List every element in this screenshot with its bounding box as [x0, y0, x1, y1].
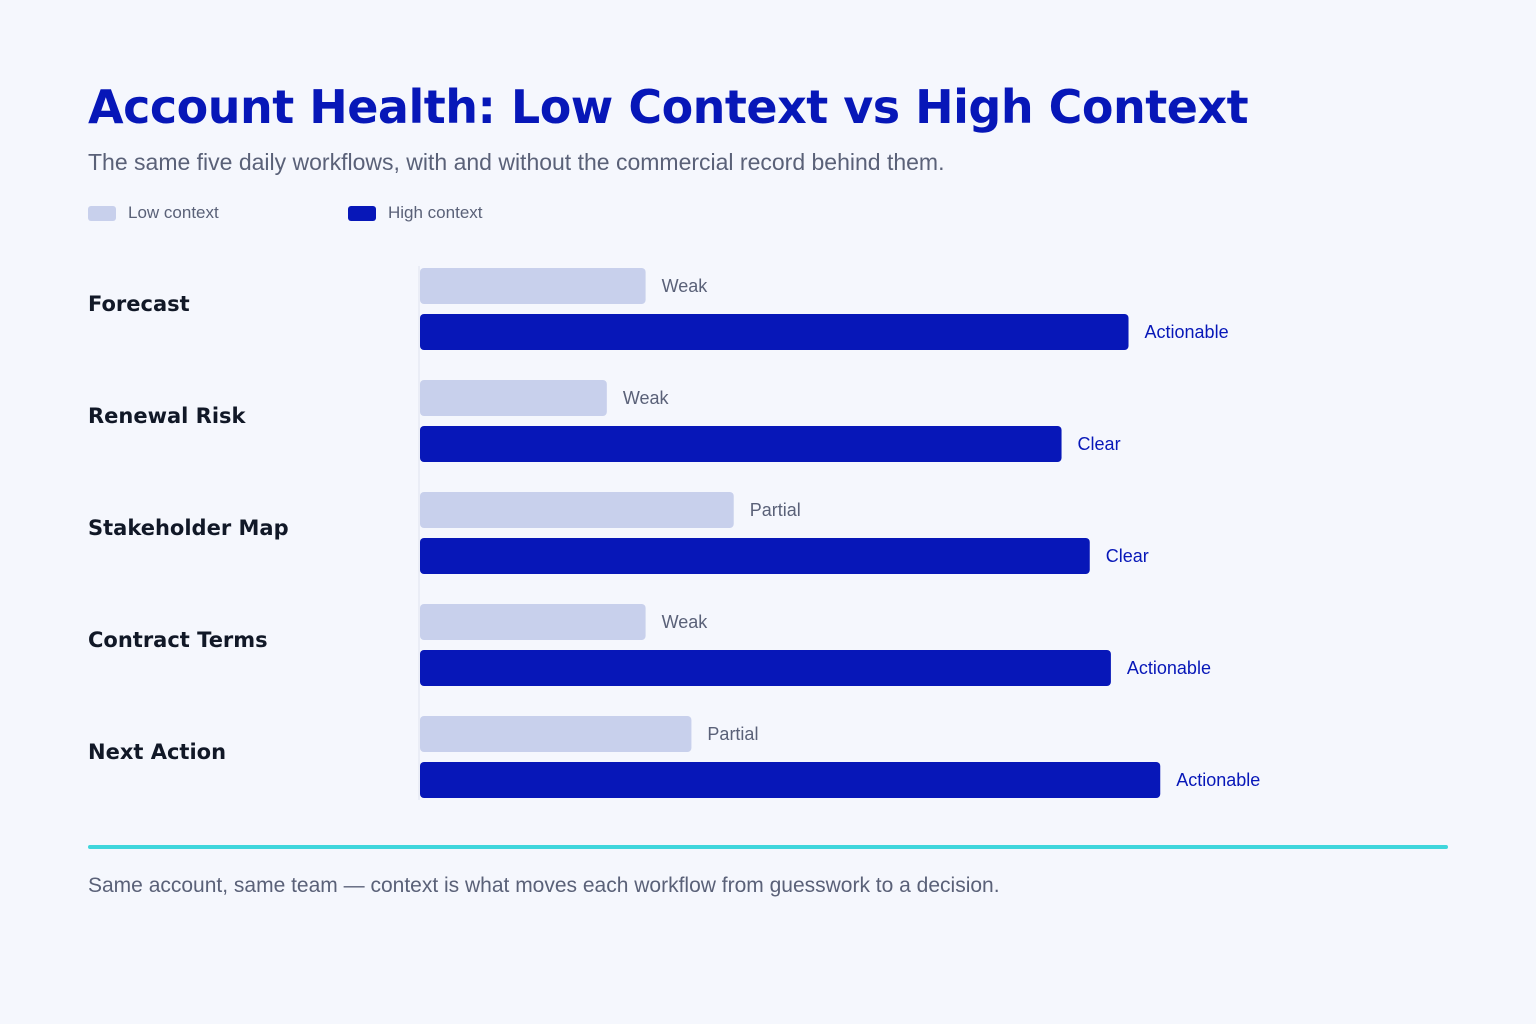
value-label-low: Weak — [662, 276, 709, 296]
bar-low-context — [420, 268, 646, 304]
legend-item-low: Low context — [88, 203, 219, 223]
value-label-high: Actionable — [1127, 658, 1211, 678]
category-label: Forecast — [88, 292, 190, 316]
value-label-low: Weak — [623, 388, 670, 408]
chart-subtitle: The same five daily workflows, with and … — [88, 149, 945, 175]
bar-high-context — [420, 426, 1062, 462]
value-label-low: Partial — [707, 724, 758, 744]
value-label-high: Actionable — [1145, 322, 1229, 342]
value-label-high: Clear — [1106, 546, 1149, 566]
bar-high-context — [420, 650, 1111, 686]
value-label-high: Actionable — [1176, 770, 1260, 790]
bar-high-context — [420, 538, 1090, 574]
chart-title: Account Health: Low Context vs High Cont… — [88, 80, 1249, 134]
legend-swatch-low — [88, 205, 116, 221]
legend-swatch-high — [348, 205, 376, 221]
category-label: Next Action — [88, 740, 226, 764]
bar-low-context — [420, 492, 734, 528]
bar-high-context — [420, 314, 1129, 350]
bar-low-context — [420, 380, 607, 416]
category-label: Contract Terms — [88, 628, 268, 652]
value-label-high: Clear — [1078, 434, 1121, 454]
value-label-low: Weak — [662, 612, 709, 632]
legend-label-high: High context — [388, 203, 483, 222]
legend-label-low: Low context — [128, 203, 219, 222]
bar-high-context — [420, 762, 1161, 798]
category-label: Renewal Risk — [88, 404, 247, 428]
bar-low-context — [420, 716, 692, 752]
legend-item-high: High context — [348, 203, 483, 223]
value-label-low: Partial — [750, 500, 801, 520]
footnote: Same account, same team — context is wha… — [88, 874, 1000, 897]
bar-low-context — [420, 604, 646, 640]
divider-line — [88, 845, 1448, 849]
category-label: Stakeholder Map — [88, 516, 289, 540]
